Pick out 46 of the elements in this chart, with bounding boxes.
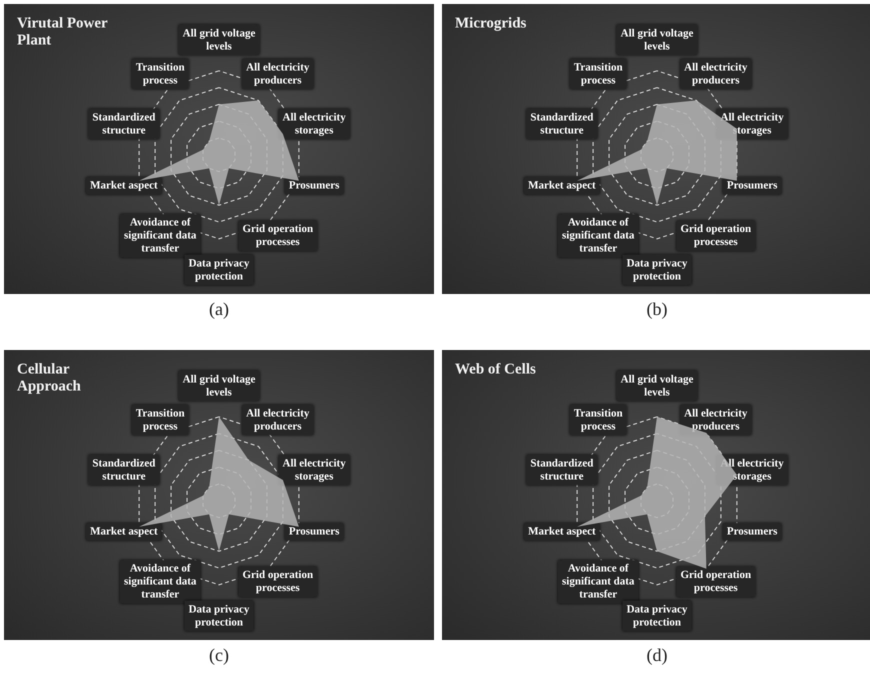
spoke-label: All electricity producers [684, 407, 748, 432]
spoke-label: Market aspect [528, 180, 596, 192]
spoke-label: Transition process [574, 407, 623, 432]
chart-title: Microgrids [455, 16, 527, 32]
chart-title: Virutal Power Plant [17, 16, 112, 48]
spoke-label: Market aspect [90, 526, 158, 538]
spoke-label: Grid operation processes [680, 569, 752, 594]
spoke-label: Grid operation processes [242, 223, 314, 248]
spoke-label: Data privacy protection [626, 603, 688, 628]
spoke-label: Transition process [136, 407, 185, 432]
spoke-label: Grid operation processes [242, 569, 314, 594]
spoke-label: Standardized structure [530, 457, 594, 482]
spoke-label: All electricity storages [282, 457, 346, 482]
text: (c) [208, 645, 230, 666]
spoke-label: Market aspect [90, 180, 158, 192]
spoke-label: All electricity producers [684, 61, 748, 86]
text: (a) [208, 299, 230, 320]
spoke-label: Avoidance of significant data transfer [124, 562, 197, 601]
chart-title: Web of Cells [455, 362, 536, 378]
text: (b) [646, 299, 668, 320]
spoke-label: Prosumers [726, 526, 778, 538]
chart-title: Cellular Approach [17, 362, 82, 394]
spoke-label: All electricity producers [246, 407, 310, 432]
spoke-label: Standardized structure [92, 457, 156, 482]
spoke-label: Prosumers [288, 526, 340, 538]
spoke-label: All grid voltage levels [182, 27, 256, 52]
spoke-label: Data privacy protection [626, 257, 688, 282]
spoke-label: All grid voltage levels [620, 27, 694, 52]
spoke-label: Data privacy protection [188, 257, 250, 282]
spoke-label: Transition process [136, 61, 185, 86]
spoke-label: Avoidance of significant data transfer [124, 216, 197, 255]
spoke-label: Prosumers [726, 180, 778, 192]
spoke-label: Standardized structure [530, 111, 594, 136]
spoke-label: Transition process [574, 61, 623, 86]
spoke-label: All electricity storages [282, 111, 346, 136]
spoke-label: Prosumers [288, 180, 340, 192]
spoke-label: Data privacy protection [188, 603, 250, 628]
spoke-label: Market aspect [528, 526, 596, 538]
spoke-label: All grid voltage levels [182, 373, 256, 398]
spoke-label: Avoidance of significant data transfer [562, 562, 635, 601]
spoke-label: Avoidance of significant data transfer [562, 216, 635, 255]
spoke-label: Standardized structure [92, 111, 156, 136]
spoke-label: All electricity producers [246, 61, 310, 86]
text: (d) [646, 645, 668, 666]
spoke-label: All grid voltage levels [620, 373, 694, 398]
spoke-label: Grid operation processes [680, 223, 752, 248]
